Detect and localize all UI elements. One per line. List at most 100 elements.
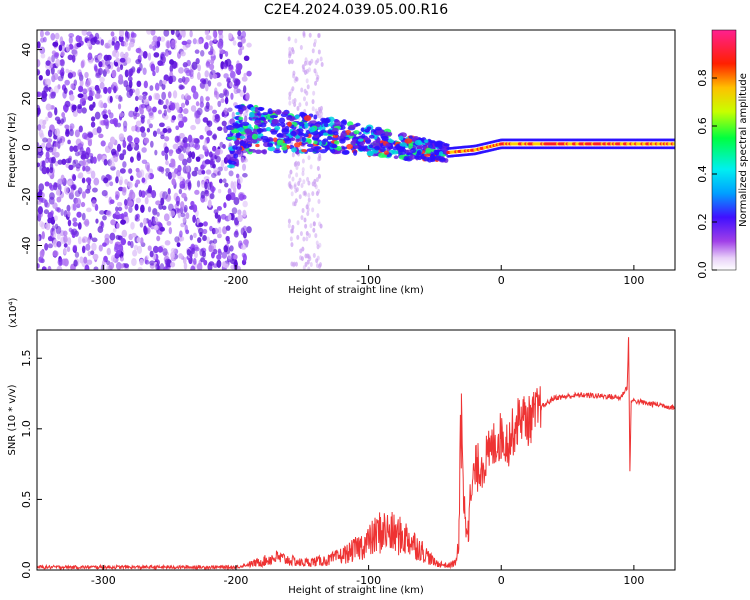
spectrogram-cell [220,213,227,220]
spectrogram-cell [228,170,234,177]
spectrogram-cell [119,176,124,185]
spectrogram-cell [312,221,316,227]
spectrogram-cell [217,40,224,49]
spectrogram-cell [180,30,186,36]
spectrogram-cell [290,130,297,136]
spectrogram-cell [223,245,229,253]
spectrogram-cell [312,221,316,227]
spectrogram-cell [98,99,104,108]
spectrogram-cell [255,149,262,155]
spectrogram-cell [67,180,73,186]
spectrogram-cell [387,139,395,144]
spectrogram-cell [209,158,215,166]
spectrogram-cell [140,116,145,124]
spectrogram-cell [84,152,90,160]
spectrogram-cell [127,181,133,189]
spectrogram-cell [213,37,217,43]
spectrogram-cell [317,33,321,39]
snr-panel: -300 -200 -100 0 100 0.0 0.5 1.0 1.5 Height of … [7,297,676,596]
spectrogram-cell [405,149,412,153]
spectrogram-cell [193,138,200,144]
spectrogram-cell [278,117,286,124]
spectrogram-cell [63,248,67,255]
spectrogram-cell [89,85,95,91]
spectrogram-cell [80,60,85,69]
spectrogram-cell [197,169,203,176]
spectrogram-cell [306,259,310,265]
spectrogram-cell [302,236,306,242]
spectrogram-cell [192,214,197,223]
spectrogram-cell [168,226,173,235]
spectrogram-cell [70,83,75,90]
spectrogram-cell [37,142,40,148]
spectrogram-cell [217,233,222,239]
spectrogram-cell [61,112,66,118]
spectrogram-cell [69,128,74,137]
spectrogram-cell [130,221,135,230]
spectrogram-cell [39,221,44,228]
spectrogram-cell [68,33,75,38]
spectrogram-cell [414,139,423,146]
spectrogram-cell [222,261,226,268]
spectrogram-cell [255,143,260,148]
spectrogram-cell [206,236,210,244]
spectrogram-cell [318,242,322,248]
spectrogram-cell [213,227,219,235]
spectrogram-cell [309,223,313,229]
spectrogram-cell [56,233,61,240]
spectrogram-cell [56,196,62,203]
spectrogram-cell [77,151,83,156]
spectrogram-cell [118,30,125,38]
spectrogram-cell [312,90,316,96]
spectrogram-cell [341,150,350,155]
spectrogram-cell [37,146,42,153]
spectrogram-cell [334,119,341,126]
spectrogram-cell [277,139,284,144]
spectrogram-cell [198,38,203,45]
spectrogram-cell [128,41,135,48]
spectrogram-cell [157,246,164,253]
spectrogram-cell [289,236,293,242]
spectrogram-cell [300,183,304,189]
spectrogram-cell [163,74,170,82]
spectrogram-cell [59,59,65,65]
spectrogram-cell [109,119,115,125]
spectrogram-cell [251,138,258,144]
spectrogram-cell [135,126,141,133]
spectrogram-cell [163,213,170,222]
spectrogram-cell [54,32,60,40]
spectrogram-cell [128,79,133,89]
spectrogram-cell [150,140,154,148]
spectrogram-cell [126,31,130,39]
spectrogram-cell [161,150,166,156]
spectrogram-cell [115,234,121,240]
spectrogram-cell [273,149,282,154]
spectrogram-cell [61,158,67,166]
spectrogram-cell [170,251,175,259]
spectrogram-cell [170,247,176,253]
spectrogram-cell [307,197,311,203]
spectrogram-cell [224,96,229,105]
spectrogram-cell [171,178,176,186]
spectrogram-cell [169,59,175,66]
spectrogram-cell [301,167,305,173]
spectrogram-cell [241,252,247,258]
spectrogram-cell [672,146,675,150]
spectrogram-cell [119,168,126,174]
spectrogram-cell [102,242,107,247]
spectrogram-cell [195,57,200,65]
spectrogram-cell [187,182,191,187]
spectrogram-cell [37,59,41,68]
spectrogram-cell [59,36,64,45]
spectrogram-cell [52,230,57,239]
spectrogram-cell [290,88,294,94]
spectrogram-cell [37,41,41,49]
spectrogram-cell [222,178,227,184]
spectrogram-cell [41,166,48,175]
spectrogram-cell [155,65,160,74]
spectrogram-cell [98,61,103,68]
colorbar-tick-label: 0.4 [696,165,709,183]
spectrogram-cell [127,168,133,174]
spectrogram-cell [221,111,225,118]
